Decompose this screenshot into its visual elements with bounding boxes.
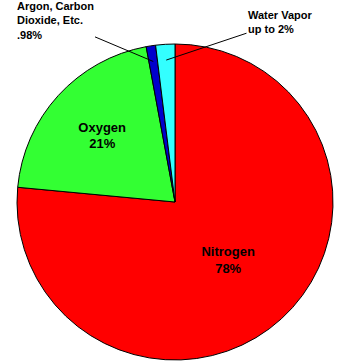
svg-text:Water Vaporup to 2%: Water Vaporup to 2%: [248, 9, 312, 35]
svg-text:Nitrogen78%: Nitrogen78%: [201, 244, 255, 276]
svg-text:Oxygen21%: Oxygen21%: [78, 120, 126, 152]
svg-text:Argon, CarbonDioxide, Etc..98%: Argon, CarbonDioxide, Etc..98%: [17, 0, 94, 41]
